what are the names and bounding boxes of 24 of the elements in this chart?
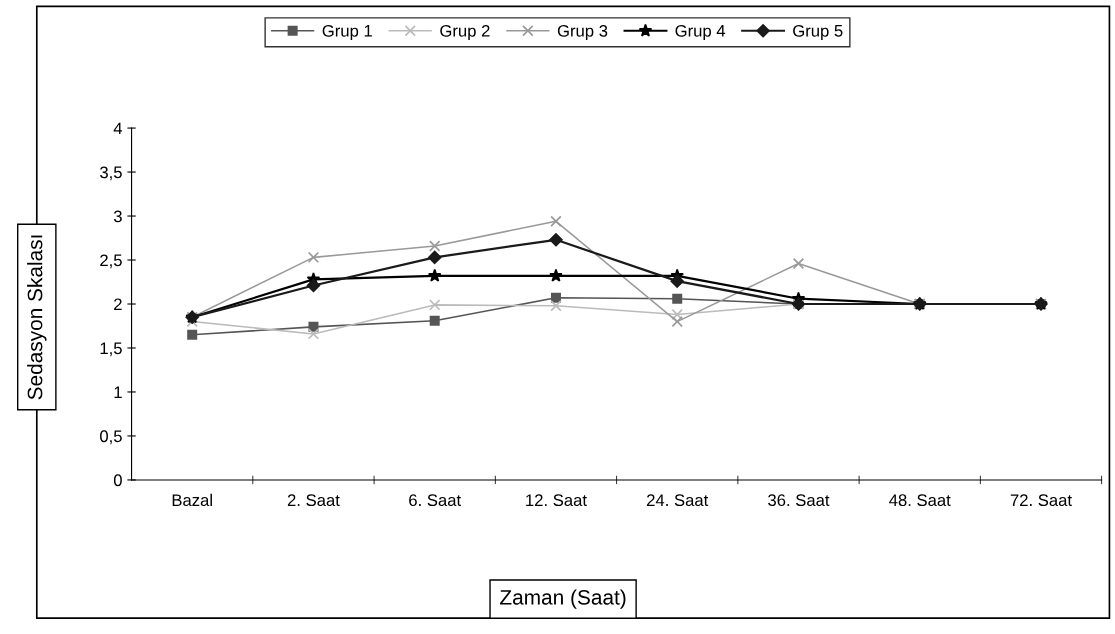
y-tick-label: 4: [113, 122, 123, 135]
x-tick-label: Bazal: [172, 493, 212, 507]
x-tick-label: 36. Saat: [768, 494, 830, 507]
legend-label: Grup 1: [322, 24, 372, 41]
y-tick-label: 0,5: [100, 430, 122, 445]
y-tick-label: 3: [113, 210, 122, 223]
legend-label: Grup 3: [557, 24, 608, 41]
legend-label: Grup 5: [793, 24, 843, 41]
y-tick-label: 3,5: [100, 166, 122, 181]
x-tick-label: 72. Saat: [1010, 494, 1072, 507]
x-tick-label: 2. Saat: [287, 494, 340, 507]
x-tick-label: 24. Saat: [647, 494, 709, 507]
legend-label: Grup 4: [675, 24, 726, 41]
x-axis-title: Zaman (Saat): [500, 589, 626, 609]
x-tick-label: 12. Saat: [526, 494, 587, 507]
y-tick-label: 1,5: [100, 342, 122, 357]
x-tick-label: 6. Saat: [409, 494, 461, 507]
x-tick-label: 48. Saat: [889, 494, 951, 507]
y-tick-label: 2: [114, 298, 122, 311]
y-tick-label: 2,5: [100, 254, 122, 269]
y-tick-label: 1: [114, 386, 122, 399]
y-tick-label: 0: [113, 474, 122, 487]
y-axis-title: Sedasyon Skalası: [27, 235, 47, 400]
legend-label: Grup 2: [440, 24, 490, 41]
